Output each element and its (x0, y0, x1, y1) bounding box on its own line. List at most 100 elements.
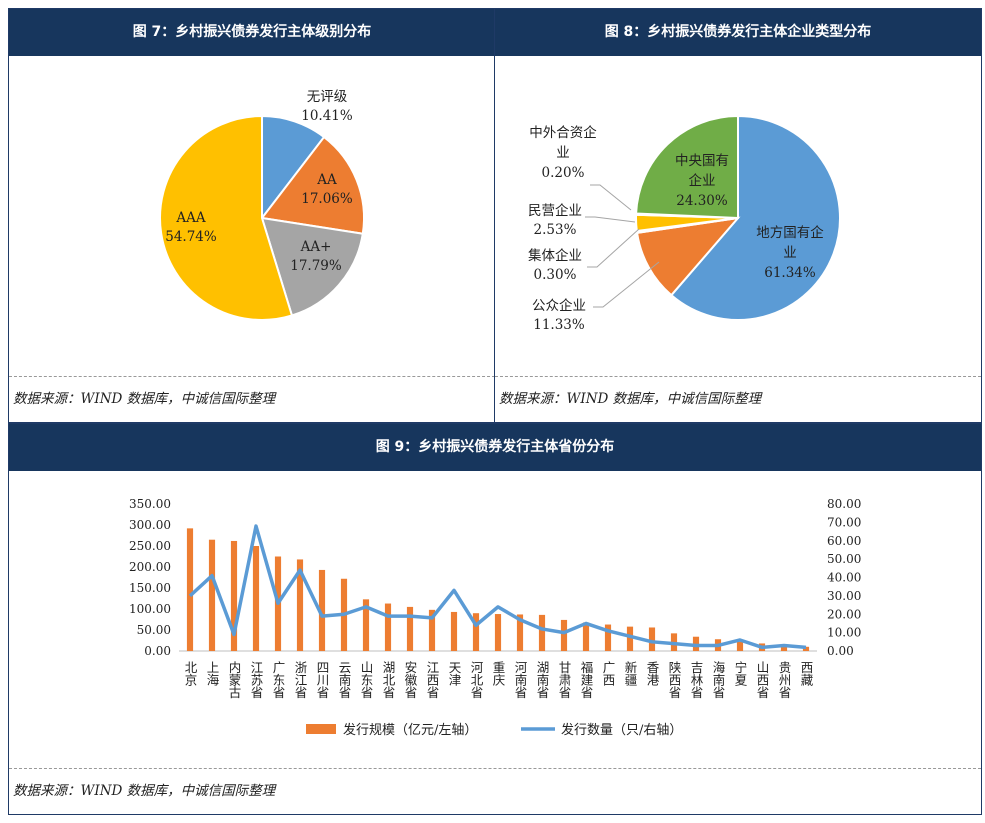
fig9-count-line (188, 524, 807, 650)
fig9-xlabel-2: 内蒙古 (227, 661, 242, 699)
fig9-xlabel-24: 海南省 (711, 660, 726, 699)
fig8-label-0a: 地方国有企 (756, 224, 824, 241)
fig9-bar-17 (560, 619, 568, 651)
fig9-bar-21 (648, 627, 656, 651)
fig9-title: 图 9：乡村振兴债券发行主体省份分布 (9, 424, 981, 471)
fig9-bar-10 (406, 606, 414, 651)
fig9-xlabel-10: 安徽省 (403, 660, 418, 699)
fig8-pct-5: 24.30% (676, 193, 728, 209)
fig7-pct-3: 54.74% (165, 229, 217, 245)
fig9-bar-20 (626, 626, 634, 651)
fig9-yleft-tick-7: 350.00 (129, 497, 171, 511)
fig9-yleft-tick-0: 0.00 (144, 644, 171, 658)
fig9-panel: 图 9：乡村振兴债券发行主体省份分布 0.00 50.00 100.00 150.00… (8, 423, 982, 815)
fig9-xlabel-16: 湖南省 (535, 660, 550, 699)
fig8-pie-chart: 地方国有企业61.34%中央国有企业24.30%中外合资企业0.20%民营企业2… (528, 114, 841, 333)
fig8-out-1-1: 11.33% (533, 317, 585, 333)
fig9-bar-3 (252, 546, 260, 651)
fig9-xlabel-26: 山西省 (755, 661, 770, 699)
fig8-label-5b: 企业 (689, 172, 716, 189)
fig9-legend-line-label: 发行数量（只/右轴） (561, 722, 682, 738)
fig9-bar-27 (780, 644, 788, 651)
fig9-yright-tick-4: 40.00 (827, 571, 861, 585)
fig9-xlabel-14: 重庆 (491, 660, 506, 686)
fig9-yleft-tick-6: 300.00 (129, 518, 171, 532)
fig7-label-3: AAA (175, 210, 205, 226)
fig9-bar-14 (494, 614, 502, 651)
fig9-xlabel-6: 四川省 (315, 661, 330, 699)
fig8-slice-1 (635, 216, 741, 297)
fig8-slice-0 (669, 114, 841, 321)
fig9-xlabel-25: 宁夏 (733, 660, 748, 686)
fig9-yright-tick-2: 20.00 (827, 607, 861, 621)
fig7-slice-2 (260, 216, 364, 317)
fig9-xlabel-28: 西藏 (799, 661, 814, 687)
fig9-bar-16 (538, 614, 546, 651)
fig9-legend-bar-label: 发行规模（亿元/左轴） (343, 722, 477, 738)
fig9-bar-9 (384, 603, 392, 651)
fig8-out-2-1: 0.30% (534, 267, 577, 283)
fig7-label-1: AA (316, 172, 337, 188)
fig9-bar-18 (582, 622, 590, 651)
fig9-xlabel-18: 福建省 (579, 660, 594, 699)
fig9-yright-tick-6: 60.00 (827, 534, 861, 548)
fig9-xlabel-12: 天津 (447, 661, 462, 686)
fig9-xlabel-0: 北京 (183, 661, 198, 687)
fig9-yleft-tick-3: 150.00 (129, 581, 171, 595)
fig9-yright-tick-5: 50.00 (827, 552, 861, 566)
fig9-yright-tick-0: 0.00 (827, 644, 854, 658)
fig9-yright-tick-1: 10.00 (827, 626, 861, 640)
fig9-bar-12 (450, 611, 458, 651)
fig9-bar-2 (230, 540, 238, 651)
fig9-xlabel-27: 贵州省 (777, 661, 792, 699)
fig9-bar-6 (318, 569, 326, 651)
fig9-yleft-tick-1: 50.00 (137, 623, 171, 637)
fig9-bar-19 (604, 624, 612, 651)
fig9-xlabel-20: 新疆 (623, 660, 638, 686)
fig7-panel: 图 7：乡村振兴债券发行主体级别分布 无评级 10.41% AA 17.06% AA+ 1… (8, 8, 496, 423)
fig7-slice-3 (159, 114, 294, 321)
fig9-bar-28 (802, 646, 810, 651)
fig8-out-2-0: 集体企业 (528, 247, 582, 264)
fig8-slice-5 (635, 114, 739, 220)
fig9-xlabel-7: 云南省 (337, 661, 352, 699)
fig8-out-1-0: 公众企业 (532, 297, 586, 314)
fig9-xlabel-11: 江西省 (425, 661, 440, 699)
fig8-panel: 图 8：乡村振兴债券发行主体企业类型分布 地方国有企业 61.34% 中央国有 企业 2… (494, 8, 982, 423)
fig7-title: 图 7：乡村振兴债券发行主体级别分布 (9, 9, 495, 56)
fig9-bar-11 (428, 609, 436, 651)
fig8-out-3-1: 2.53% (534, 222, 577, 238)
fig8-leader-2 (587, 228, 640, 268)
fig9-xlabel-21: 香港 (645, 661, 660, 686)
fig8-leader-3 (585, 216, 636, 223)
fig7-pct-2: 17.79% (290, 258, 342, 274)
fig7-pct-0: 10.41% (301, 108, 353, 124)
fig7-label-2: AA+ (300, 239, 332, 255)
fig7-label-0: 无评级 (307, 89, 348, 105)
fig8-label-0b: 业 (783, 245, 797, 261)
fig7-pie-chart: 无评级 10.41% AA 17.06% AA+ 17.79% AAA 54.74% (159, 89, 365, 321)
fig9-bar-25 (736, 641, 744, 651)
fig9-bar-5 (296, 559, 304, 651)
fig8-out-4-2: 0.20% (542, 165, 585, 181)
fig9-yleft-tick-4: 200.00 (129, 560, 171, 574)
fig9-xlabel-19: 广西 (601, 661, 616, 686)
fig9-xlabel-3: 江苏省 (249, 661, 264, 699)
fig9-xlabel-8: 山东省 (359, 661, 374, 699)
fig8-source: 数据来源：WIND 数据库，中诚信国际整理 (495, 376, 981, 422)
fig9-legend-bar-swatch (306, 724, 336, 734)
fig9-bar-15 (516, 614, 524, 651)
fig8-leader-4 (590, 184, 632, 211)
fig9-xlabel-15: 河南省 (513, 661, 528, 699)
fig9-bar-1 (208, 539, 216, 651)
fig9-xlabel-1: 上海 (205, 661, 220, 686)
fig9-xlabel-17: 甘肃省 (557, 661, 572, 699)
fig8-out-4-0: 中外合资企 (529, 124, 597, 141)
fig7-pct-1: 17.06% (301, 191, 353, 207)
fig9-xlabel-23: 吉林省 (689, 661, 704, 699)
fig9-xlabel-5: 浙江省 (293, 660, 308, 699)
fig9-combo-chart: 0.00 50.00 100.00 150.00 200.00 250.00 300.00 3… (129, 497, 861, 738)
fig9-yright-tick-3: 30.00 (827, 589, 861, 603)
fig9-yleft-tick-2: 100.00 (129, 602, 171, 616)
fig8-leader-1 (593, 261, 660, 308)
